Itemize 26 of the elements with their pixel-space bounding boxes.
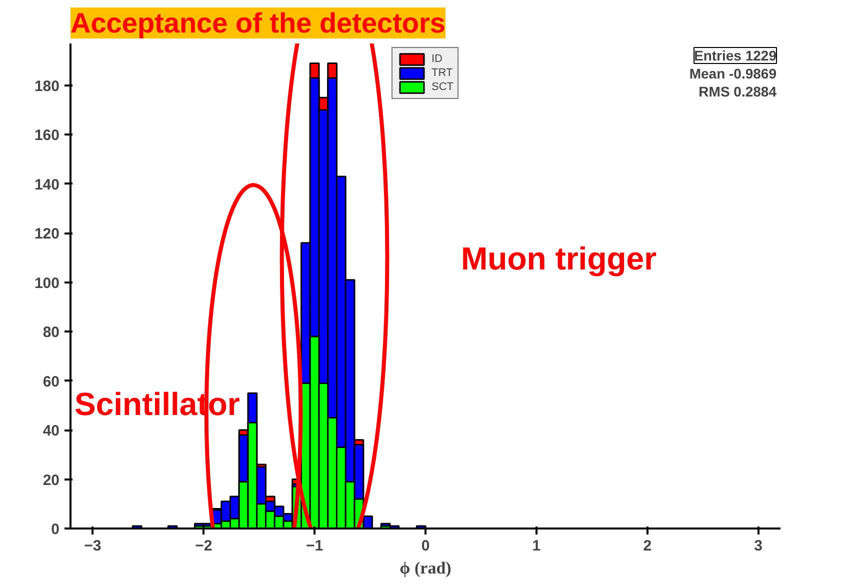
y-tick-label: 100 — [34, 274, 60, 292]
annotation: Mean -0.9869 — [689, 66, 777, 82]
y-tick-label: 60 — [42, 373, 60, 390]
y-tick-label: 180 — [34, 78, 60, 95]
y-tick-label: 80 — [42, 324, 60, 342]
y-tick-label: 20 — [42, 472, 60, 489]
x-tick-label: −1 — [306, 538, 324, 554]
y-tick-label: 120 — [34, 226, 60, 243]
chart-title: Acceptance of the detectors — [70, 8, 446, 38]
y-tick-label: 40 — [42, 422, 60, 440]
x-tick-label: 3 — [754, 538, 762, 554]
x-tick-label: 1 — [532, 538, 541, 554]
x-axis-title: ϕ (rad) — [400, 558, 452, 578]
x-tick-label: −3 — [84, 538, 102, 554]
y-tick-label: 0 — [51, 521, 60, 538]
annotation: Muon trigger — [461, 240, 657, 276]
x-tick-label: −2 — [195, 538, 212, 554]
y-tick-label: 160 — [34, 127, 60, 144]
y-tick-label: 140 — [34, 176, 60, 194]
x-tick-label: 0 — [421, 538, 430, 554]
annotation: RMS 0.2884 — [698, 84, 777, 100]
legend-label: ID — [432, 53, 444, 65]
x-tick-label: 2 — [643, 538, 652, 554]
legend-label: SCT — [432, 81, 454, 93]
legend-label: TRT — [432, 67, 453, 79]
annotation: Entries 1229 — [694, 48, 777, 64]
